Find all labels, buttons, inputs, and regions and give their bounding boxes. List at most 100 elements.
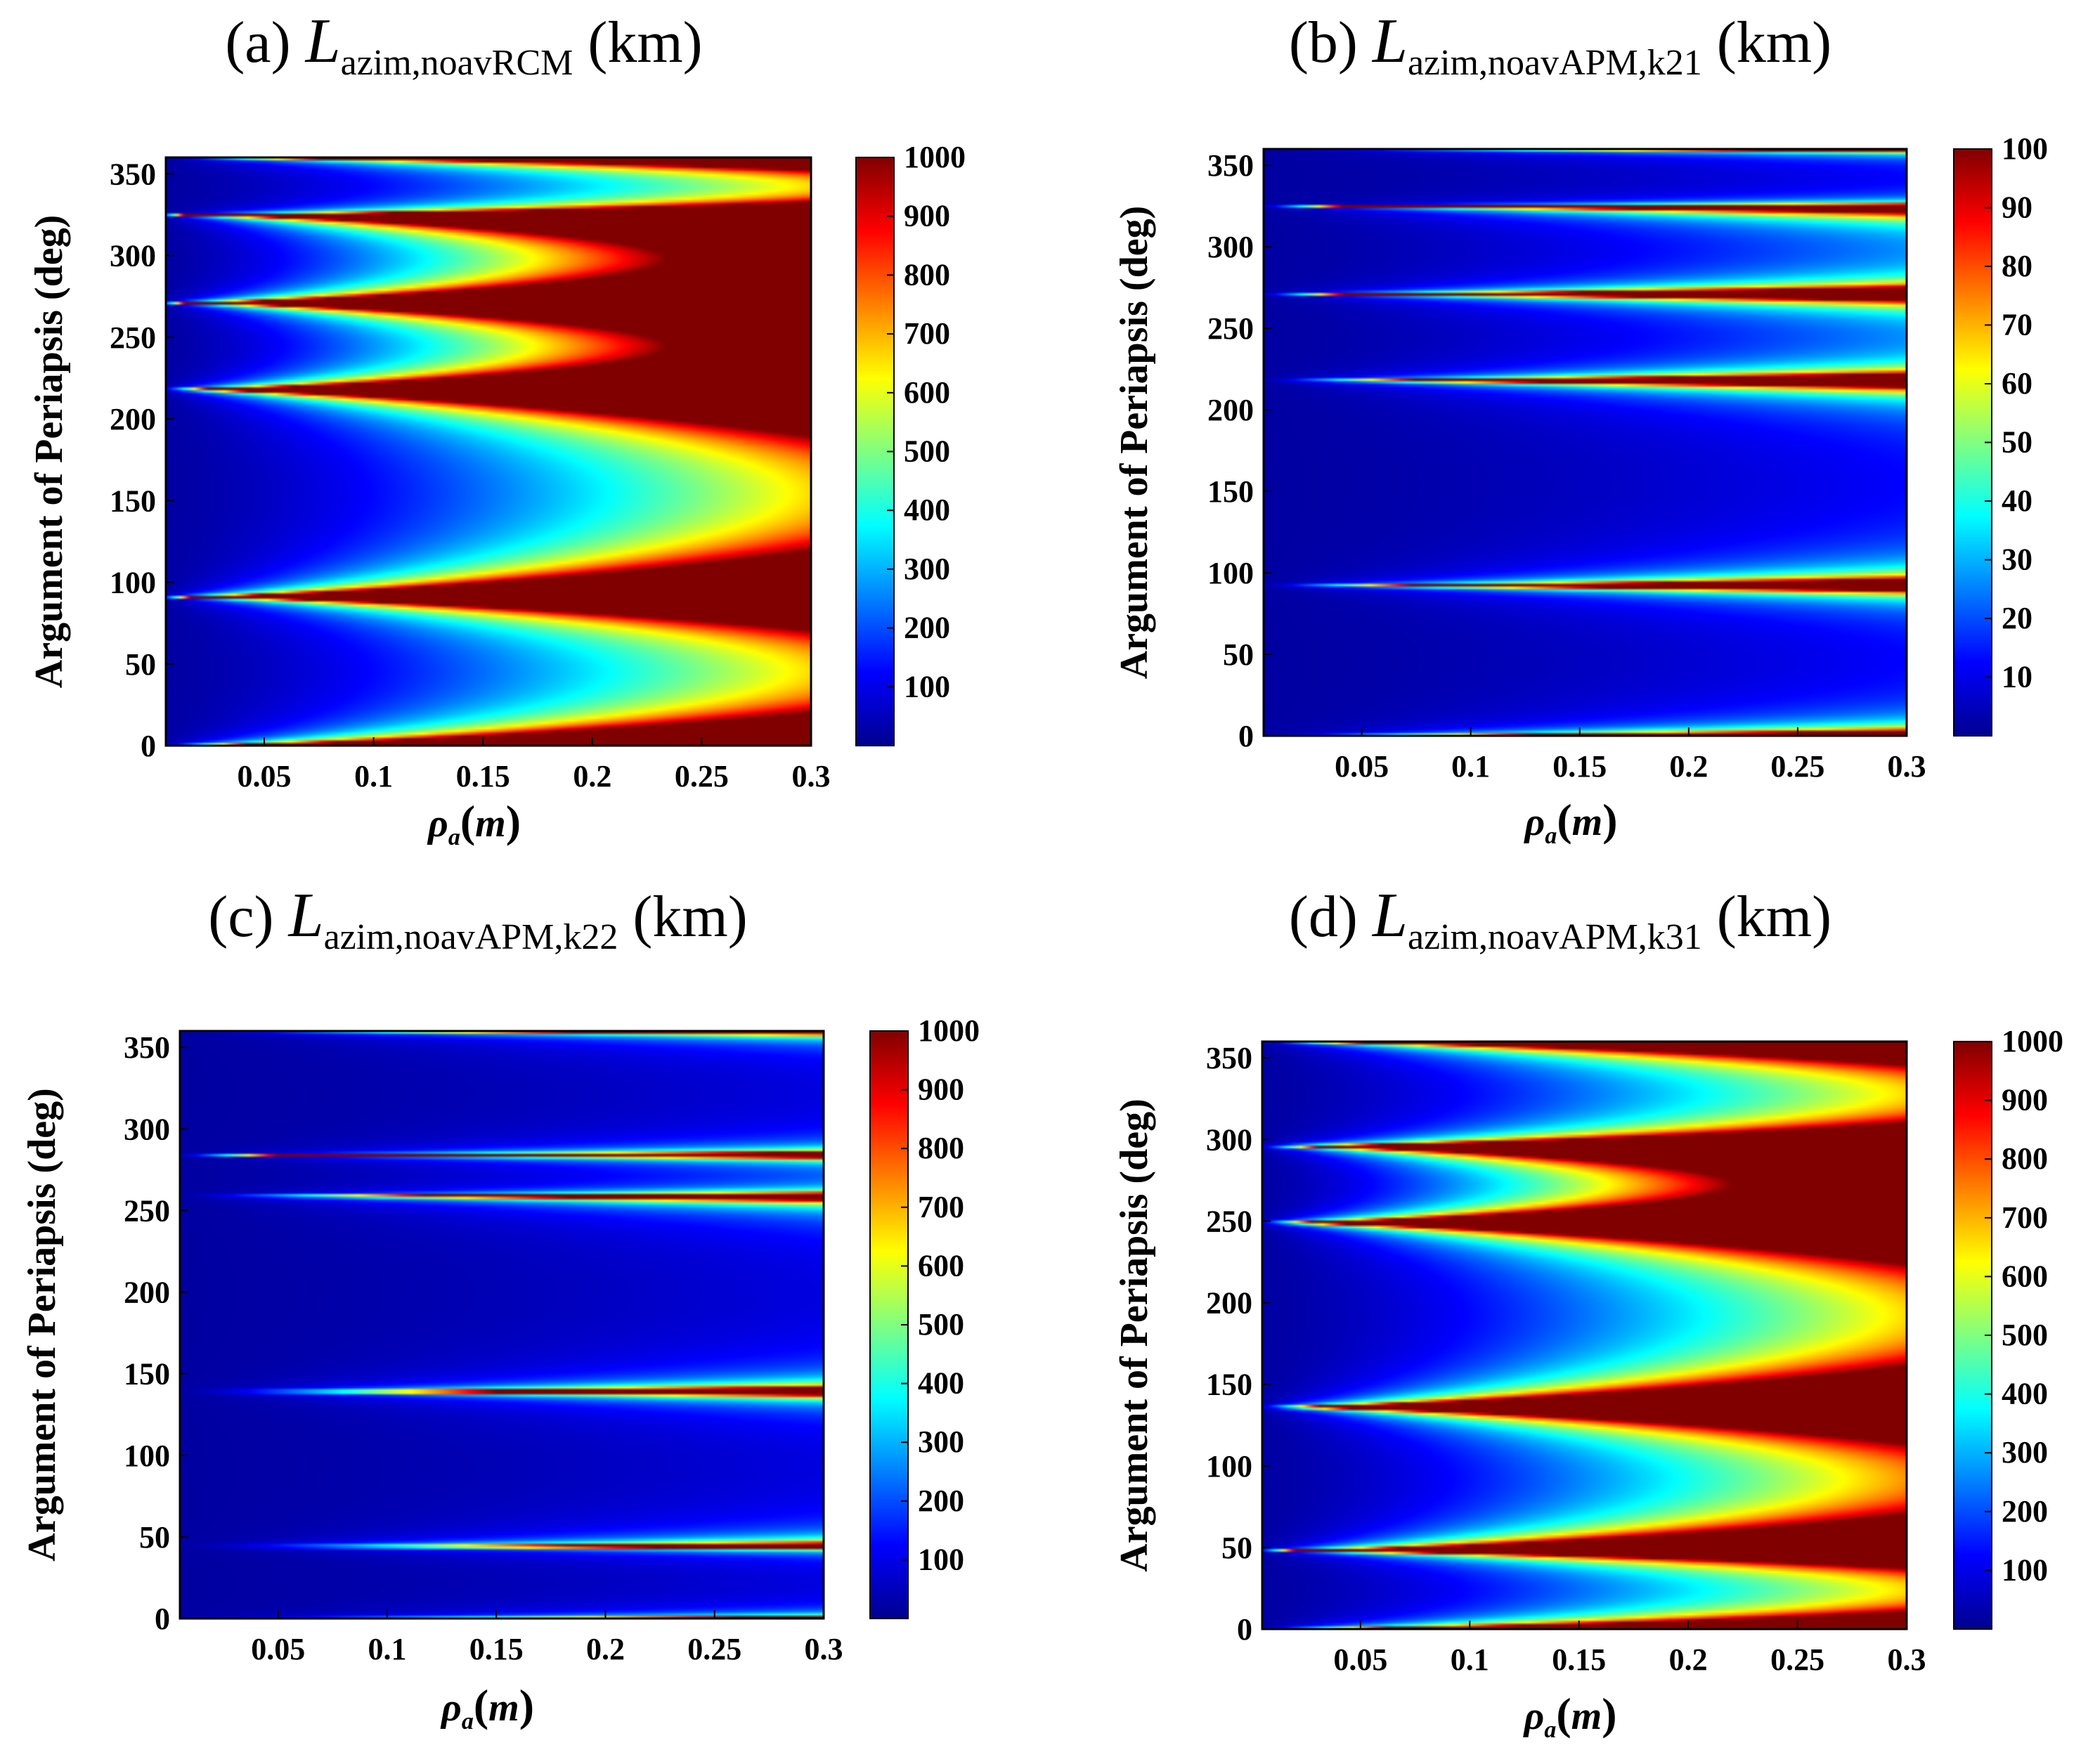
x-tick-label: 0.15	[1552, 749, 1607, 784]
x-tick-label: 0.2	[586, 1632, 625, 1666]
x-tick-label: 0.1	[368, 1632, 406, 1666]
colorbar-tick-label: 500	[904, 434, 950, 469]
y-tick-label: 200	[1206, 1286, 1252, 1321]
panel-a: (a) Lazim,noavRCM (km) 0.05 0.1 0.15 0.2 0.25…	[27, 6, 966, 850]
panel-letter: (b)	[1289, 10, 1373, 75]
x-label-symbol: ρ	[1523, 800, 1545, 844]
x-label-close-paren: )	[1602, 795, 1617, 845]
colorbar-tick-label: 800	[918, 1131, 964, 1165]
y-tick-label: 250	[110, 320, 156, 355]
plot-frame	[164, 156, 812, 747]
colorbar-tick-label: 50	[2002, 425, 2032, 460]
colorbar-tick-label: 70	[2002, 308, 2032, 342]
x-tick-label: 0.25	[687, 1632, 741, 1666]
y-tick-label: 300	[110, 239, 156, 273]
y-tick-label: 300	[1206, 1122, 1252, 1157]
x-tick-label: 0.1	[354, 759, 393, 793]
title-unit: (km)	[618, 884, 747, 949]
panel-b: (b) Lazim,noavAPM,k21 (km) 0.05 0.1 0.15 0.2…	[1113, 6, 2048, 849]
y-tick-label: 50	[125, 647, 156, 682]
colorbar-tick-label: 900	[904, 199, 950, 233]
colorbar-tick-label: 80	[2002, 249, 2032, 283]
x-tick-label: 0.2	[1669, 749, 1708, 784]
colorbar-tick-label: 300	[918, 1425, 964, 1459]
x-tick-label: 0.25	[675, 759, 729, 793]
y-tick-label: 200	[124, 1276, 170, 1310]
colorbar-tick-label: 1000	[918, 1013, 980, 1048]
x-tick-label: 0.1	[1451, 1642, 1489, 1677]
panel-d: (d) Lazim,noavAPM,k31 (km) 0.05 0.1 0.15 0.2…	[1113, 881, 2063, 1743]
colorbar-tick-label: 600	[918, 1248, 964, 1283]
colorbar-tick-label: 10	[2002, 660, 2032, 694]
colorbar-tick-label: 40	[2002, 484, 2032, 518]
x-tick-label: 0.3	[1888, 749, 1926, 784]
title-subscript: azim,noavAPM,k21	[1408, 43, 1702, 83]
x-label-unit: m	[1571, 1694, 1602, 1738]
x-tick-label: 0.2	[1669, 1642, 1708, 1677]
x-label-close-paren: )	[1602, 1689, 1616, 1739]
x-label-subscript: a	[462, 1708, 474, 1734]
title-unit: (km)	[573, 10, 702, 75]
panel-title: (c) Lazim,noavAPM,k22 (km)	[208, 881, 747, 957]
x-label-symbol: ρ	[427, 802, 448, 845]
title-unit: (km)	[1702, 10, 1831, 75]
y-tick-label: 200	[1207, 393, 1254, 427]
x-label-unit: m	[1572, 800, 1603, 844]
y-tick-label: 350	[1207, 148, 1254, 183]
colorbar-tick-label: 60	[2002, 366, 2032, 401]
y-tick-label: 300	[1207, 230, 1254, 264]
colorbar-tick-label: 30	[2002, 543, 2032, 577]
colorbar-tick-label: 1000	[2002, 1024, 2063, 1058]
heatmap-image	[166, 157, 811, 746]
title-symbol: L	[1371, 881, 1408, 950]
y-tick-label: 0	[155, 1602, 170, 1636]
y-tick-label: 150	[1206, 1368, 1252, 1402]
y-tick-label: 250	[1206, 1204, 1252, 1238]
heatmap-image	[180, 1031, 824, 1619]
plot-frame	[1262, 148, 1908, 737]
colorbar-tick-label: 900	[2002, 1083, 2048, 1117]
colorbar-tick-label: 300	[904, 552, 950, 586]
y-tick-label: 250	[124, 1193, 170, 1228]
y-tick-label: 150	[110, 484, 156, 518]
x-tick-label: 0.05	[238, 759, 292, 793]
x-label-symbol: ρ	[1522, 1694, 1544, 1738]
colorbar-tick-label: 900	[918, 1072, 964, 1107]
colorbar-tick-label: 700	[904, 316, 950, 351]
x-label-close-paren: )	[506, 796, 521, 846]
colorbar-tick-label: 200	[918, 1484, 964, 1518]
heatmap-image	[1264, 149, 1907, 736]
colorbar-tick-label: 400	[904, 493, 950, 527]
y-axis-label: Argument of Periapsis (deg)	[20, 1088, 64, 1561]
x-label-subscript: a	[1545, 823, 1557, 849]
x-tick-label: 0.25	[1770, 749, 1824, 784]
y-tick-label: 100	[124, 1439, 170, 1473]
y-tick-label: 50	[1221, 1531, 1252, 1565]
x-label-subscript: a	[1544, 1717, 1556, 1743]
title-subscript: azim,noavAPM,k31	[1408, 917, 1702, 957]
x-label-symbol: ρ	[440, 1686, 462, 1730]
colorbar-tick-label: 400	[918, 1366, 964, 1401]
colorbar-tick-label: 800	[2002, 1141, 2048, 1176]
colorbar-tick-label: 1000	[904, 140, 966, 174]
title-unit: (km)	[1702, 884, 1831, 949]
colorbar-tick-label: 500	[2002, 1318, 2048, 1352]
x-label-close-paren: )	[519, 1680, 534, 1730]
x-tick-label: 0.2	[573, 759, 611, 793]
colorbar-tick-label: 500	[918, 1307, 964, 1342]
colorbar-tick-label: 600	[904, 375, 950, 410]
x-tick-label: 0.3	[1888, 1642, 1926, 1677]
y-axis-label: Argument of Periapsis (deg)	[27, 215, 71, 688]
y-tick-label: 300	[124, 1112, 170, 1146]
y-tick-label: 350	[1206, 1041, 1252, 1075]
colorbar-tick-label: 200	[2002, 1494, 2048, 1529]
colorbar-tick-label: 100	[918, 1542, 964, 1576]
colorbar-tick-label: 300	[2002, 1435, 2048, 1470]
y-axis-label: Argument of Periapsis (deg)	[1113, 1098, 1156, 1571]
title-subscript: azim,noavAPM,k22	[324, 917, 618, 957]
x-tick-label: 0.05	[251, 1632, 305, 1666]
y-tick-label: 0	[141, 729, 156, 763]
y-tick-label: 200	[110, 402, 156, 436]
x-label-open-paren: (	[474, 1680, 488, 1730]
y-tick-label: 350	[124, 1030, 170, 1065]
